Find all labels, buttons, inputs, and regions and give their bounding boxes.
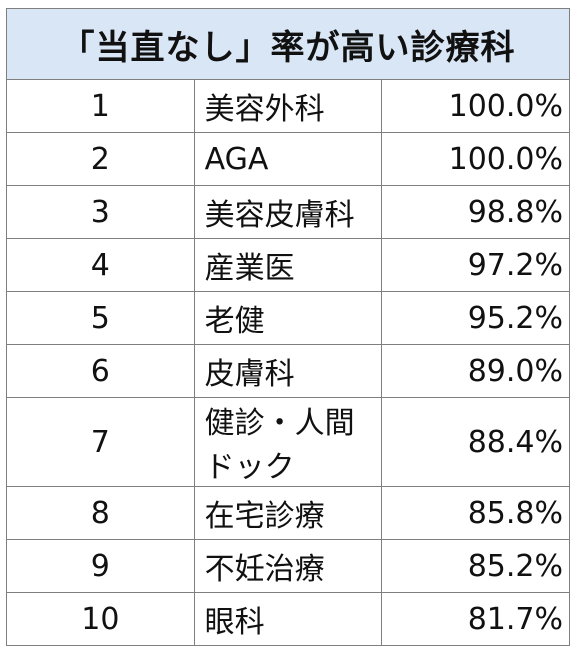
rank-cell: 2 (6, 132, 195, 186)
ranking-table: 「当直なし」率が高い診療科 1 美容外科 100.0% 2 AGA 100.0%… (6, 8, 570, 646)
department-cell: 眼科 (193, 592, 383, 646)
table-body: 1 美容外科 100.0% 2 AGA 100.0% 3 美容皮膚科 98.8%… (6, 79, 570, 646)
rate-cell: 100.0% (381, 79, 570, 133)
rank-cell: 7 (6, 397, 195, 487)
rank-cell: 6 (6, 344, 195, 398)
department-cell: 健診・人間ドック (193, 397, 383, 487)
table-row: 3 美容皮膚科 98.8% (6, 185, 570, 239)
department-cell: 在宅診療 (193, 486, 383, 540)
table-row: 8 在宅診療 85.8% (6, 486, 570, 540)
rank-cell: 10 (6, 592, 195, 646)
department-cell: 美容外科 (193, 79, 383, 133)
rank-cell: 8 (6, 486, 195, 540)
table-row: 9 不妊治療 85.2% (6, 539, 570, 593)
table-row: 5 老健 95.2% (6, 291, 570, 345)
table-row: 2 AGA 100.0% (6, 132, 570, 186)
rank-cell: 9 (6, 539, 195, 593)
department-cell: 美容皮膚科 (193, 185, 383, 239)
rate-cell: 98.8% (381, 185, 570, 239)
department-cell: 皮膚科 (193, 344, 383, 398)
department-cell: AGA (193, 132, 383, 186)
rank-cell: 4 (6, 238, 195, 292)
rate-cell: 85.8% (381, 486, 570, 540)
table-header: 「当直なし」率が高い診療科 (6, 8, 570, 80)
rate-cell: 81.7% (381, 592, 570, 646)
table-row: 6 皮膚科 89.0% (6, 344, 570, 398)
table-row: 4 産業医 97.2% (6, 238, 570, 292)
table-row: 1 美容外科 100.0% (6, 79, 570, 133)
rate-cell: 97.2% (381, 238, 570, 292)
rank-cell: 5 (6, 291, 195, 345)
department-cell: 老健 (193, 291, 383, 345)
department-cell: 産業医 (193, 238, 383, 292)
rate-cell: 100.0% (381, 132, 570, 186)
rank-cell: 1 (6, 79, 195, 133)
rate-cell: 88.4% (381, 397, 570, 487)
table-row: 10 眼科 81.7% (6, 592, 570, 646)
rate-cell: 89.0% (381, 344, 570, 398)
rate-cell: 85.2% (381, 539, 570, 593)
rank-cell: 3 (6, 185, 195, 239)
table-row: 7 健診・人間ドック 88.4% (6, 397, 570, 487)
rate-cell: 95.2% (381, 291, 570, 345)
title-row: 「当直なし」率が高い診療科 (6, 8, 570, 80)
table-title: 「当直なし」率が高い診療科 (6, 8, 570, 80)
department-cell: 不妊治療 (193, 539, 383, 593)
